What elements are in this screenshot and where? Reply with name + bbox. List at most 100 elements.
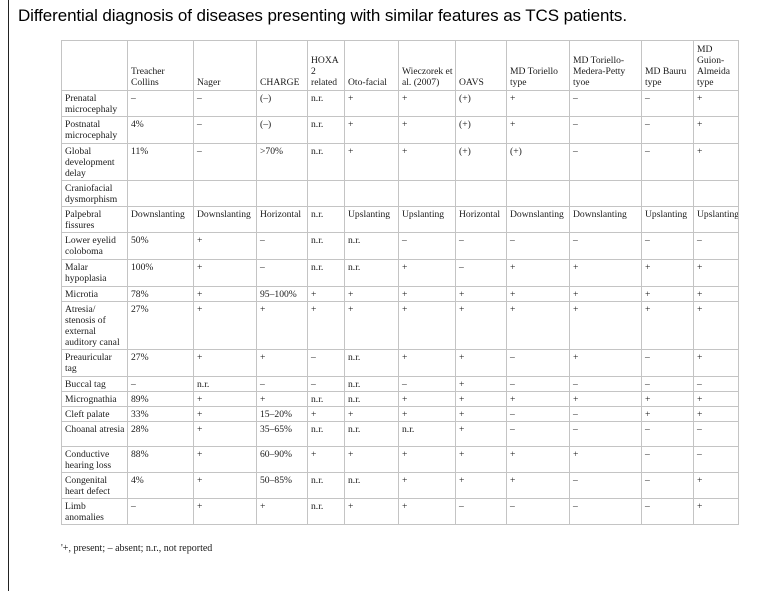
table-body: Prenatal microcephaly – – (–) n.r. + + (+) + – – + P… [61,90,739,525]
feature-cell: Atresia/ stenosis of external auditory c… [61,301,128,350]
value-cell: + [307,301,345,350]
value-cell: – [569,406,642,422]
value-cell: + [344,116,399,144]
value-cell: + [193,421,257,447]
value-cell: – [127,498,194,525]
differential-diagnosis-table: Treacher Collins Nager CHARGE HOXA 2 relate… [61,40,739,525]
value-cell: – [641,472,694,499]
value-cell: – [256,376,308,392]
table-row: Limb anomalies – + + n.r. + + – – – – + [61,498,739,525]
value-cell: – [641,349,694,377]
value-cell: + [398,90,456,117]
value-cell: Upslanting [641,206,694,233]
value-cell: – [693,232,739,260]
value-cell: 60–90% [256,446,308,473]
value-cell: + [455,406,507,422]
value-cell: + [398,259,456,287]
value-cell: – [641,232,694,260]
value-cell: >70% [256,143,308,181]
value-cell: – [307,349,345,377]
table-row: Choanal atresia 28% +35–65% n.r. n.r. n.r. + – –… [61,421,739,447]
value-cell: + [569,349,642,377]
value-cell: – [398,376,456,392]
value-cell: + [506,259,570,287]
figure-frame [8,0,772,591]
column-header: MD Toriello-Medera-Petty tyoe [569,40,642,91]
value-cell: + [307,446,345,473]
value-cell: + [569,286,642,302]
value-cell: – [693,446,739,473]
value-cell: – [569,232,642,260]
value-cell: n.r. [307,143,345,181]
value-cell: – [569,421,642,447]
table-row: Congenital heart defect 4% +50–85% n.r. n.r.… [61,472,739,499]
value-cell: – [506,232,570,260]
value-cell: – [506,498,570,525]
value-cell: + [455,376,507,392]
value-cell: 4% [127,472,194,499]
value-cell: + [506,286,570,302]
value-cell: n.r. [344,472,399,499]
value-cell: 95–100% [256,286,308,302]
value-cell: + [256,391,308,407]
value-cell: + [641,301,694,350]
value-cell: – [569,376,642,392]
value-cell: + [693,406,739,422]
value-cell: – [641,116,694,144]
value-cell: (+) [455,90,507,117]
table-row: Lower eyelid coloboma 50% + – n.r. n.r. – – – – – – [61,232,739,260]
value-cell: – [693,421,739,447]
value-cell: + [307,406,345,422]
value-cell [193,180,257,207]
value-cell: + [398,116,456,144]
value-cell: + [344,446,399,473]
value-cell: + [455,349,507,377]
value-cell: + [193,406,257,422]
value-cell: (–) [256,90,308,117]
value-cell: – [193,143,257,181]
value-cell: + [344,143,399,181]
value-cell: + [398,391,456,407]
value-cell: – [569,498,642,525]
value-cell [455,180,507,207]
value-cell: – [193,90,257,117]
value-cell: + [398,472,456,499]
value-cell: 11% [127,143,194,181]
value-cell: + [641,286,694,302]
value-cell: + [398,286,456,302]
value-cell: Horizontal [256,206,308,233]
table-row: Palpebral fissures Downslanting Downslanti… [61,206,739,233]
value-cell: 50% [127,232,194,260]
value-cell [506,180,570,207]
value-cell: + [693,286,739,302]
feature-cell: Cleft palate [61,406,128,422]
value-cell: + [693,143,739,181]
column-header: MD Guion-Almeida type [693,40,739,91]
value-cell: + [193,286,257,302]
value-cell: + [506,90,570,117]
feature-cell: Choanal atresia [61,421,128,447]
value-cell [569,180,642,207]
value-cell: n.r. [307,498,345,525]
value-cell: 4% [127,116,194,144]
value-cell: + [641,259,694,287]
footnote: '+, present; – absent; n.r., not reporte… [61,543,213,554]
value-cell: n.r. [344,421,399,447]
value-cell: + [398,446,456,473]
value-cell: Downslanting [127,206,194,233]
value-cell: – [506,349,570,377]
header-row: Treacher Collins Nager CHARGE HOXA 2 relate… [61,40,739,91]
table-row: Conductive hearing loss 88% +60–90% + + + + + + –… [61,446,739,473]
value-cell: + [398,349,456,377]
value-cell: + [193,259,257,287]
feature-cell: Global development delay [61,143,128,181]
value-cell: – [455,498,507,525]
column-header: Wieczorek et al. (2007) [398,40,456,91]
value-cell [307,180,345,207]
value-cell: Horizontal [455,206,507,233]
value-cell: – [693,376,739,392]
value-cell: – [506,421,570,447]
header-corner-cell [61,40,128,91]
value-cell: (+) [506,143,570,181]
table-row: Buccal tag – n.r. – – n.r. – + – – – – [61,376,739,392]
